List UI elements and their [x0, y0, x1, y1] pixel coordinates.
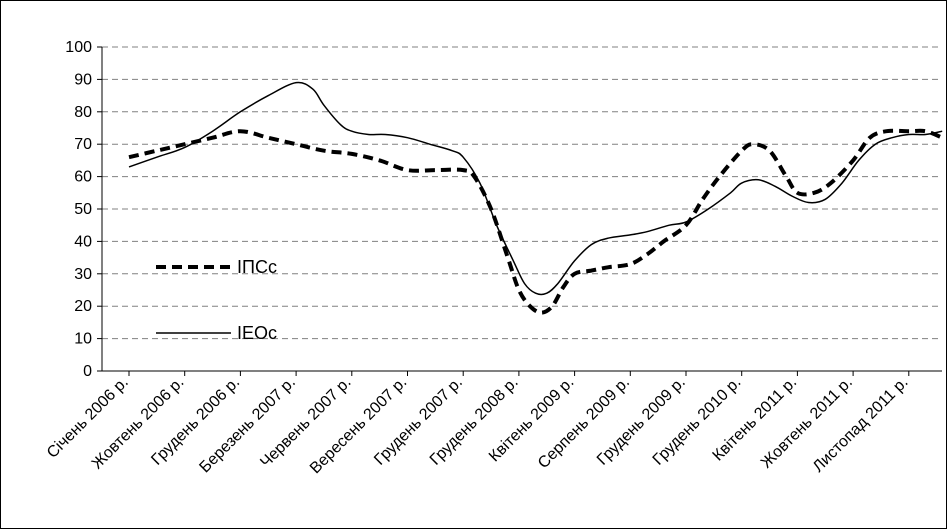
gridlines — [102, 46, 942, 340]
y-tick-label: 100 — [65, 39, 92, 56]
x-tick-label: Березень 2007 р. — [196, 374, 298, 476]
legend-label-ieoc: ІЕОс — [237, 323, 277, 343]
x-tick-label: Вересень 2007 р. — [307, 374, 410, 477]
x-tick-label: Жовтень 2006 р. — [89, 374, 188, 473]
y-tick-label: 40 — [74, 233, 92, 250]
y-tick-label: 30 — [74, 266, 92, 283]
y-tick-label: 60 — [74, 169, 92, 186]
y-tick-label: 50 — [74, 201, 92, 218]
series-line-ieoc — [128, 81, 943, 296]
y-tick-label: 10 — [74, 331, 92, 348]
y-tick-label: 90 — [74, 71, 92, 88]
y-tick-labels: 0 10 20 30 40 50 60 70 80 90 100 — [65, 39, 92, 380]
legend-label-ipsc: ІПСс — [237, 257, 277, 277]
x-tick-labels: Січень 2006 р.Жовтень 2006 р.Грудень 200… — [44, 374, 912, 477]
axes — [97, 46, 942, 376]
y-tick-label: 80 — [74, 104, 92, 121]
y-tick-label: 0 — [83, 363, 92, 380]
y-tick-label: 70 — [74, 136, 92, 153]
series-lines — [128, 81, 943, 315]
x-tick-label: Листопад 2011 р. — [810, 374, 912, 476]
legend: ІПСс ІЕОс — [156, 257, 277, 343]
y-tick-label: 20 — [74, 298, 92, 315]
series-line-ipsc — [128, 128, 943, 315]
